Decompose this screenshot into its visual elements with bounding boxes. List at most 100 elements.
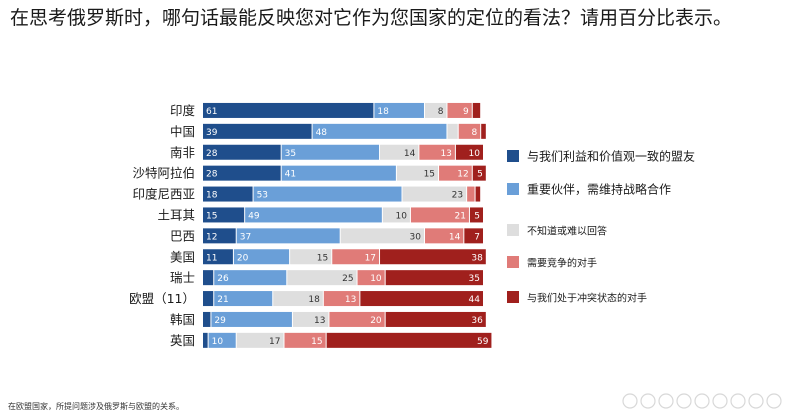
data-label: 9	[463, 107, 469, 117]
data-label: 12	[457, 170, 468, 180]
bar-segment	[374, 102, 424, 118]
category-label: 巴西	[170, 228, 195, 243]
data-label: 8	[471, 128, 477, 138]
category-label: 印度	[170, 103, 196, 118]
bar-segment	[203, 228, 236, 244]
bar-segment	[458, 123, 481, 139]
bar-segment	[424, 102, 447, 118]
data-label: 7	[474, 232, 480, 242]
bar-segment	[447, 123, 458, 139]
bar-segment	[385, 270, 483, 286]
bar-segment	[214, 270, 287, 286]
bar-segment	[455, 144, 483, 160]
bar-segment	[245, 207, 382, 223]
bar-row: 美国 11 20 15 17 38	[170, 249, 486, 265]
bar-segment	[253, 186, 402, 202]
legend-item: 重要伙伴，需维持战略合作	[507, 182, 671, 197]
bar-row: 瑞士 26 25 10 35	[170, 270, 483, 286]
data-label: 25	[342, 274, 353, 284]
data-label: 15	[317, 253, 328, 263]
bars-layer: 印度 61 18 8 9 中国 39 48 8 南非 28 35 14 13 10 沙特阿拉伯 28 41 15 12…	[129, 102, 492, 348]
bar-segment	[214, 291, 273, 307]
bar-segment	[203, 123, 312, 139]
data-label: 39	[206, 128, 218, 138]
bar-segment	[332, 249, 380, 265]
category-label: 土耳其	[157, 207, 195, 222]
category-label: 欧盟（11）	[129, 291, 195, 306]
bar-segment	[236, 228, 340, 244]
data-label: 17	[365, 253, 376, 263]
bar-row: 南非 28 35 14 13 10	[170, 144, 483, 160]
watermark-decoration	[622, 393, 782, 409]
bar-row: 中国 39 48 8	[170, 123, 486, 139]
bar-segment	[380, 144, 419, 160]
bar-segment	[357, 270, 385, 286]
bar-segment	[273, 291, 323, 307]
data-label: 28	[206, 149, 218, 159]
bar-segment	[472, 102, 481, 118]
bar-segment	[475, 186, 481, 202]
category-label: 沙特阿拉伯	[132, 166, 195, 181]
bar-segment	[236, 332, 284, 348]
data-label: 17	[269, 337, 280, 347]
bar-segment	[439, 165, 472, 181]
data-label: 13	[440, 149, 451, 159]
bar-segment	[203, 186, 253, 202]
data-label: 26	[217, 274, 229, 284]
data-label: 15	[424, 170, 435, 180]
bar-row: 韩国 29 13 20 36	[170, 311, 486, 327]
legend-swatch	[507, 256, 519, 268]
bar-segment	[233, 249, 290, 265]
bar-segment	[447, 102, 472, 118]
bar-segment	[481, 123, 486, 139]
bar-row: 土耳其 15 49 10 21 5	[157, 207, 483, 223]
data-label: 21	[454, 211, 465, 221]
data-label: 61	[206, 107, 217, 117]
data-label: 48	[316, 128, 328, 138]
bar-row: 印度尼西亚 18 53 23	[132, 186, 481, 202]
bar-segment	[464, 228, 483, 244]
legend-item: 与我们利益和价值观一致的盟友	[507, 149, 695, 164]
bar-segment	[402, 186, 467, 202]
data-label: 13	[345, 295, 356, 305]
bar-segment	[360, 291, 483, 307]
bar-segment	[382, 207, 410, 223]
bar-segment	[472, 165, 486, 181]
bar-segment	[281, 165, 396, 181]
data-label: 53	[257, 191, 268, 201]
bar-segment	[203, 144, 281, 160]
legend-swatch	[507, 291, 519, 303]
bar-row: 欧盟（11） 21 18 13 44	[129, 291, 483, 307]
bar-row: 英国 10 17 15 59	[170, 332, 492, 348]
data-label: 38	[471, 253, 483, 263]
category-label: 英国	[170, 333, 195, 348]
bar-segment	[312, 123, 447, 139]
data-label: 5	[477, 170, 483, 180]
bar-segment	[203, 102, 374, 118]
bar-segment	[203, 249, 233, 265]
data-label: 10	[395, 211, 407, 221]
data-label: 23	[452, 191, 463, 201]
data-label: 15	[206, 211, 217, 221]
data-label: 14	[449, 232, 461, 242]
legend-item: 与我们处于冲突状态的对手	[507, 291, 647, 305]
data-label: 30	[410, 232, 422, 242]
category-label: 中国	[170, 124, 195, 139]
bar-segment	[203, 291, 214, 307]
bar-segment	[469, 207, 483, 223]
bar-row: 印度 61 18 8 9	[170, 102, 481, 118]
legend-label: 重要伙伴，需维持战略合作	[527, 182, 671, 197]
data-label: 10	[212, 337, 224, 347]
category-label: 印度尼西亚	[132, 187, 195, 202]
bar-segment	[323, 291, 360, 307]
legend-label: 与我们处于冲突状态的对手	[527, 292, 647, 305]
data-label: 28	[206, 170, 218, 180]
bar-segment	[385, 311, 486, 327]
data-label: 20	[370, 316, 382, 326]
legend-label: 需要竞争的对手	[527, 257, 597, 270]
bar-segment	[284, 332, 326, 348]
data-label: 11	[206, 253, 217, 263]
category-label: 南非	[170, 145, 195, 160]
data-label: 14	[404, 149, 416, 159]
